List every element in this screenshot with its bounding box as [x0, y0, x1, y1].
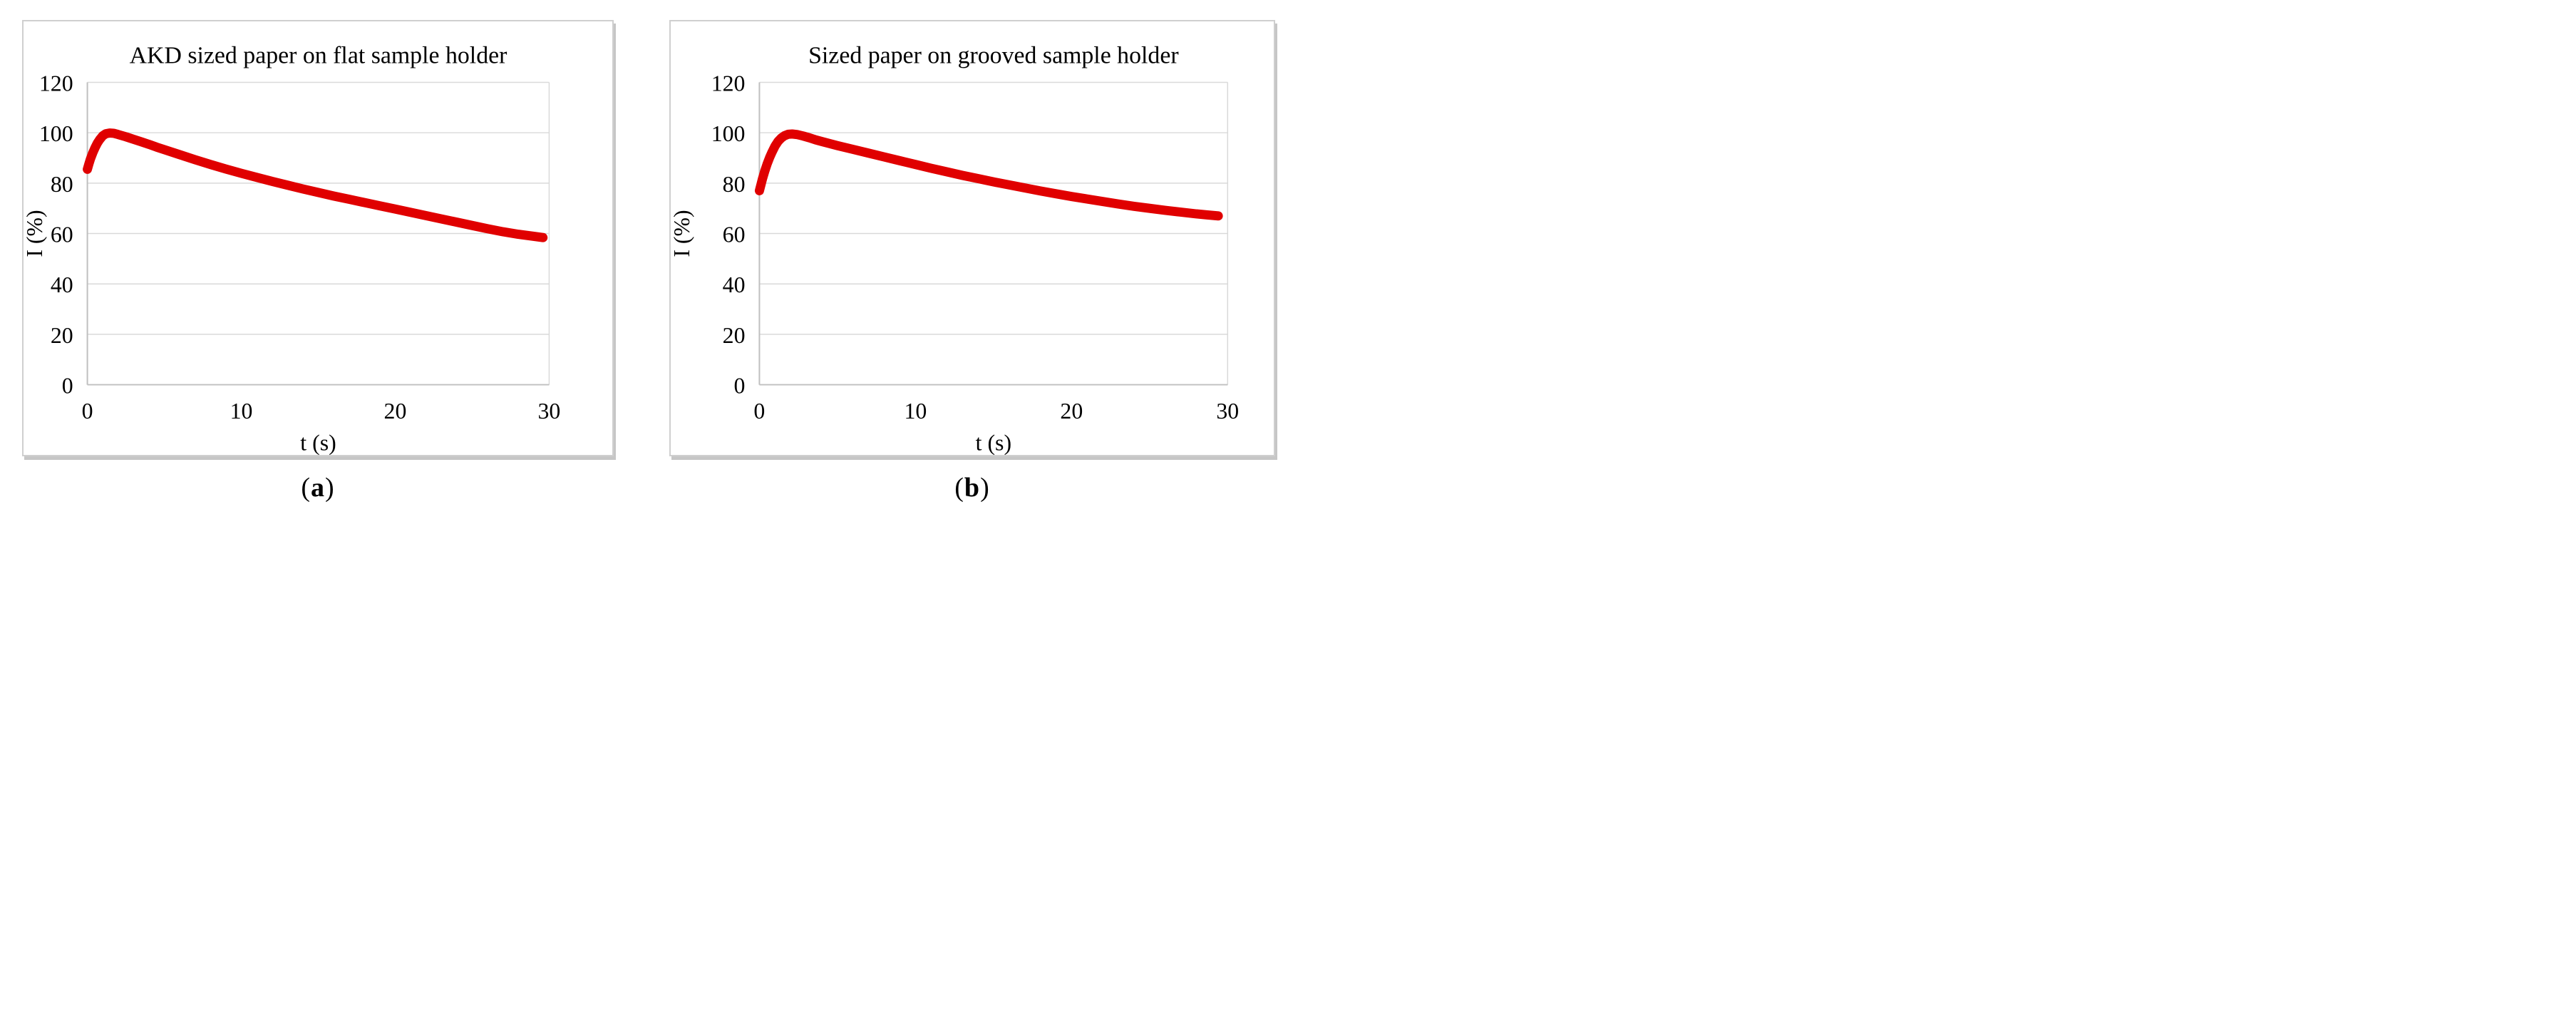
chart-title: AKD sized paper on flat sample holder: [130, 43, 508, 69]
caption-b: (b): [669, 472, 1275, 503]
y-tick-label-40: 40: [51, 272, 73, 297]
caption-b-open: (: [954, 473, 964, 503]
two-panel-figure: 0 20 40 60 80 100 120 0 10 20 30 AKD sized paper on…: [0, 0, 1288, 516]
caption-b-letter: b: [964, 473, 981, 503]
x-tick-label-30: 30: [1216, 399, 1239, 424]
y-tick-label-120: 120: [711, 71, 746, 96]
caption-b-close: ): [980, 473, 990, 503]
x-axis-title: t (s): [300, 431, 336, 455]
y-tick-label-0: 0: [734, 374, 746, 399]
caption-a: (a): [22, 472, 614, 503]
y-axis-title: I (%): [24, 210, 47, 257]
y-tick-label-20: 20: [51, 323, 73, 348]
y-tick-label-40: 40: [723, 272, 746, 297]
y-tick-label-120: 120: [39, 71, 73, 96]
line-chart-a: 0 20 40 60 80 100 120 0 10 20 30 AKD sized paper on…: [24, 43, 561, 455]
data-curve: [754, 129, 1223, 221]
line-chart-b: 0 20 40 60 80 100 120 0 10 20 30 Sized paper on gro…: [671, 43, 1239, 455]
x-tick-label-10: 10: [904, 399, 927, 424]
x-tick-label-30: 30: [538, 399, 561, 424]
caption-a-letter: a: [311, 473, 325, 503]
y-tick-label-100: 100: [711, 121, 746, 146]
x-tick-label-10: 10: [230, 399, 253, 424]
y-tick-label-60: 60: [51, 222, 73, 247]
x-tick-label-0: 0: [82, 399, 93, 424]
y-tick-label-80: 80: [723, 172, 746, 197]
x-tick-label-20: 20: [384, 399, 407, 424]
caption-a-open: (: [301, 473, 311, 503]
y-tick-label-60: 60: [723, 222, 746, 247]
chart-panel-a: 0 20 40 60 80 100 120 0 10 20 30 AKD sized paper on…: [22, 20, 614, 456]
y-tick-label-20: 20: [723, 323, 746, 348]
y-tick-label-80: 80: [51, 172, 73, 197]
y-tick-label-100: 100: [39, 121, 73, 146]
chart-title: Sized paper on grooved sample holder: [808, 43, 1179, 69]
x-tick-label-20: 20: [1060, 399, 1083, 424]
x-tick-label-0: 0: [753, 399, 765, 424]
y-tick-label-0: 0: [62, 374, 73, 399]
caption-a-close: ): [325, 473, 335, 503]
x-axis-title: t (s): [976, 431, 1011, 455]
y-axis-title: I (%): [671, 210, 694, 257]
data-curve: [83, 128, 548, 242]
chart-panel-b: 0 20 40 60 80 100 120 0 10 20 30 Sized paper on gro…: [669, 20, 1275, 456]
